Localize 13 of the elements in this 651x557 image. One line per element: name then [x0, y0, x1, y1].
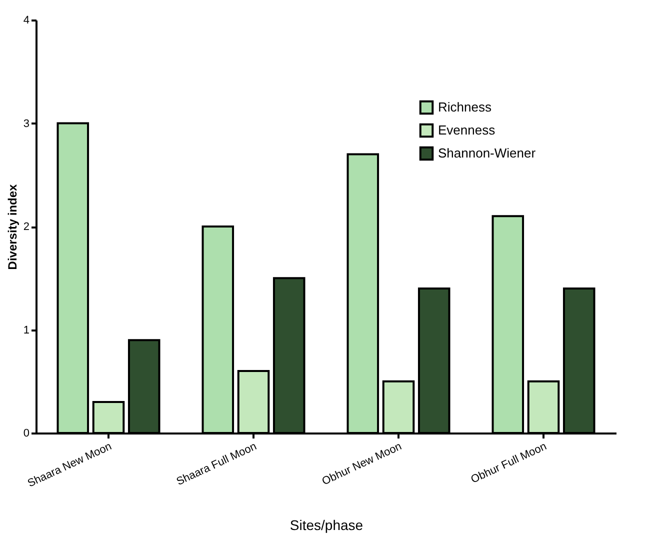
y-tick-label: 3: [23, 118, 30, 130]
x-tick-label: Obhur New Moon: [320, 440, 404, 488]
y-tick-label: 4: [23, 14, 30, 26]
legend-label: Evenness: [438, 122, 496, 138]
y-tick-label: 0: [23, 428, 30, 440]
x-tick-label: Shaara Full Moon: [174, 440, 259, 488]
y-tick-label: 2: [23, 221, 30, 233]
legend-label: Richness: [438, 100, 492, 114]
legend-label: Shannon-Wiener: [438, 146, 536, 160]
y-axis-title: Diversity index: [5, 184, 20, 270]
y-tick-label: 1: [23, 324, 30, 336]
x-tick-label: Obhur Full Moon: [469, 440, 549, 486]
x-axis-title: Sites/phase: [290, 516, 364, 533]
